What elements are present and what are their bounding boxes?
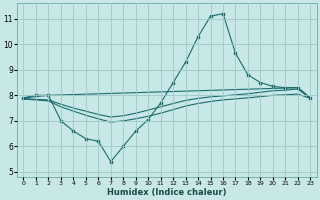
X-axis label: Humidex (Indice chaleur): Humidex (Indice chaleur) bbox=[107, 188, 227, 197]
